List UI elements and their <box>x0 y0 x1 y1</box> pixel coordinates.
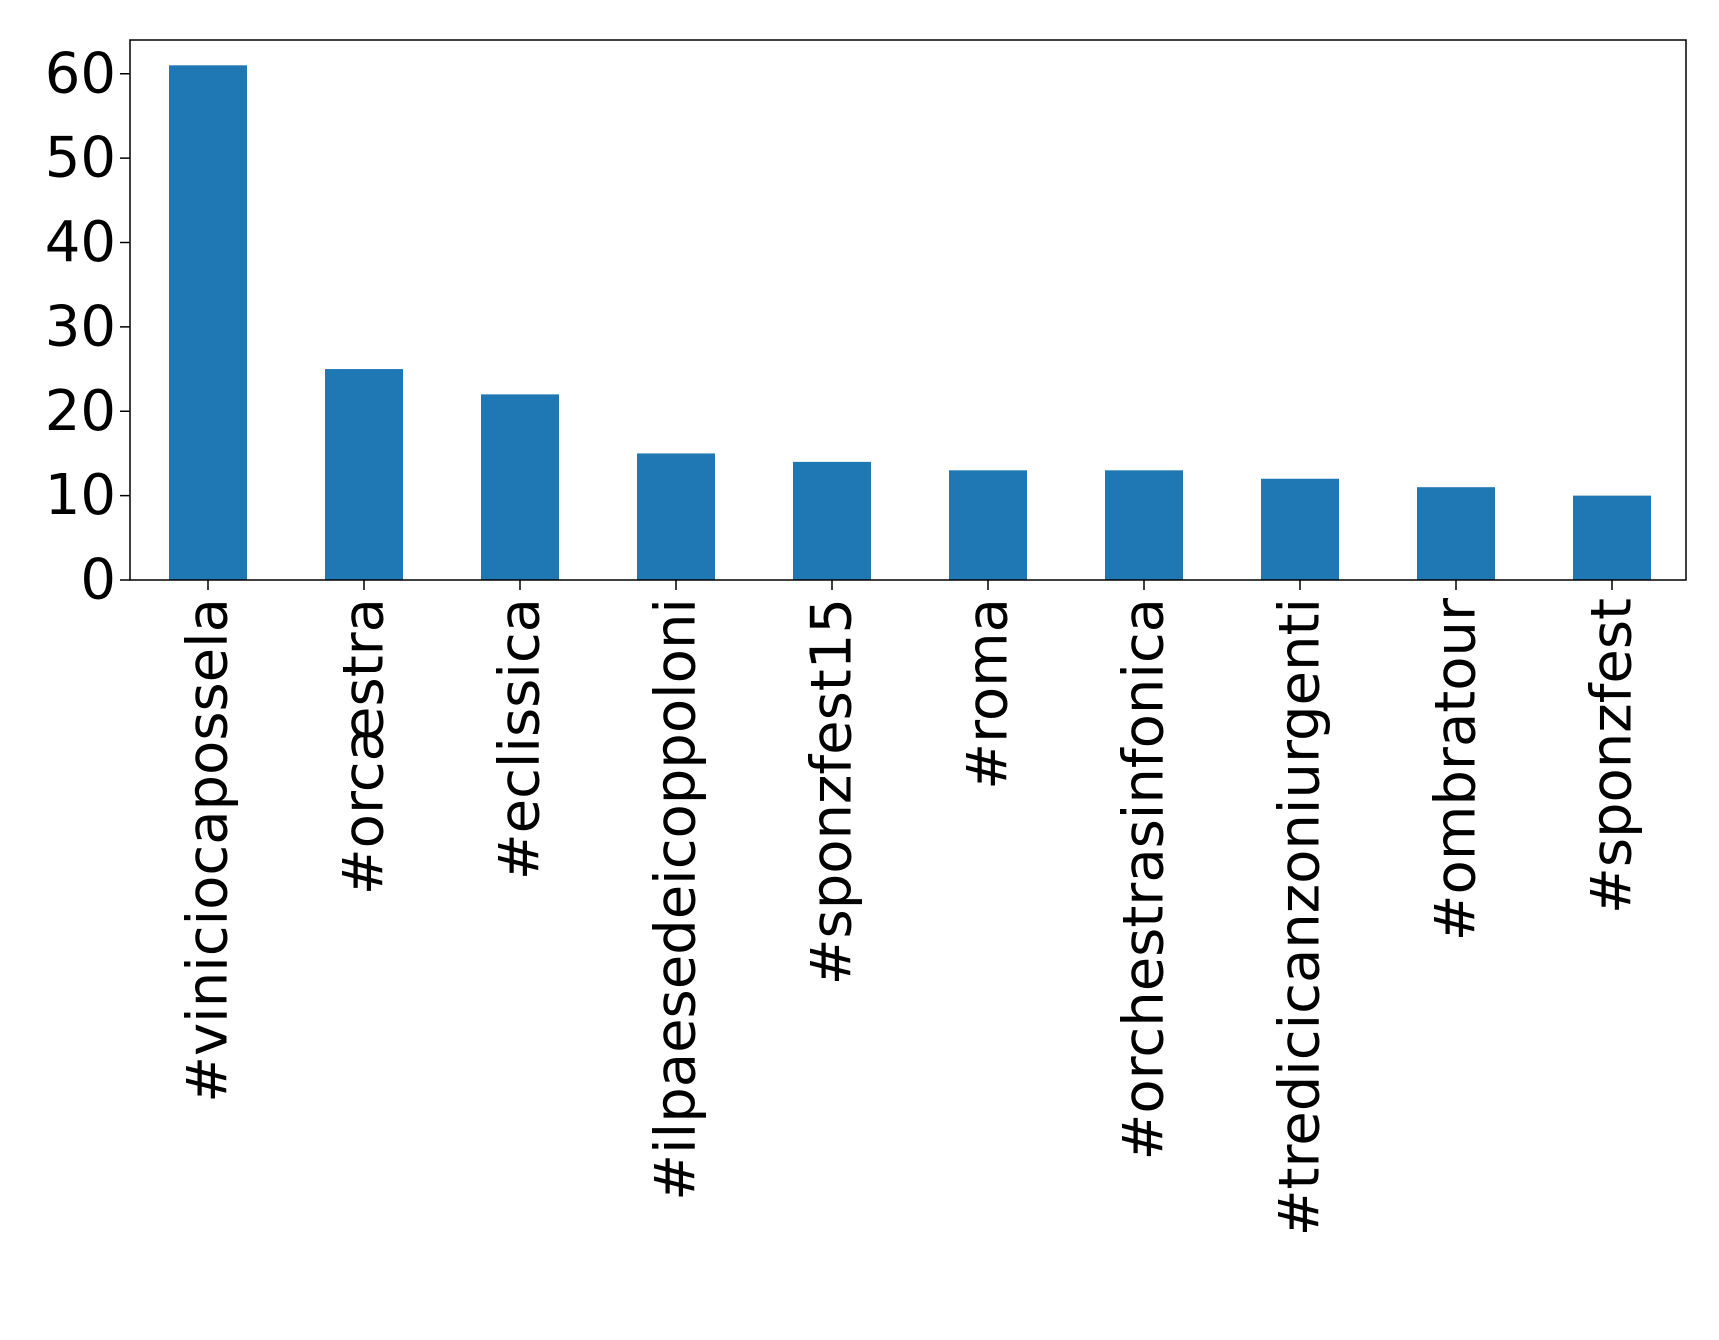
x-tick-label: #roma <box>956 598 1021 790</box>
y-tick-label: 0 <box>80 548 116 613</box>
x-tick-label: #sponzfest <box>1580 598 1645 914</box>
bar-8 <box>1261 478 1339 580</box>
bar-5 <box>793 461 871 580</box>
y-tick-label: 40 <box>45 210 116 275</box>
x-tick-label: #sponzfest15 <box>800 598 865 985</box>
x-axis: #viniciocapossela #orcæstra #eclissica #ilp… <box>176 580 1645 1236</box>
bar-4 <box>637 453 715 580</box>
x-tick-label: #orcæstra <box>332 598 397 895</box>
bar-9 <box>1417 487 1495 580</box>
bar-3 <box>481 394 559 580</box>
y-tick-label: 10 <box>45 463 116 528</box>
x-tick-label: #ombratour <box>1424 597 1489 941</box>
bar-2 <box>325 369 403 580</box>
bars-group <box>169 65 1651 580</box>
y-tick-label: 30 <box>45 294 116 359</box>
y-axis: 0 10 20 30 40 50 60 <box>45 41 130 613</box>
x-tick-label: #orchestrasinfonica <box>1112 598 1177 1161</box>
bar-6 <box>949 470 1027 580</box>
y-tick-label: 50 <box>45 126 116 191</box>
bar-7 <box>1105 470 1183 580</box>
x-tick-label: #tredicicanzoniurgenti <box>1268 598 1333 1236</box>
x-tick-label: #eclissica <box>488 598 553 880</box>
plot-frame <box>129 39 1687 581</box>
bar-1 <box>169 65 247 580</box>
y-tick-label: 60 <box>45 41 116 106</box>
x-tick-label: #ilpaesedeicoppoloni <box>644 598 709 1201</box>
y-tick-label: 20 <box>45 379 116 444</box>
bar-10 <box>1573 495 1651 580</box>
x-tick-label: #viniciocapossela <box>176 598 241 1103</box>
